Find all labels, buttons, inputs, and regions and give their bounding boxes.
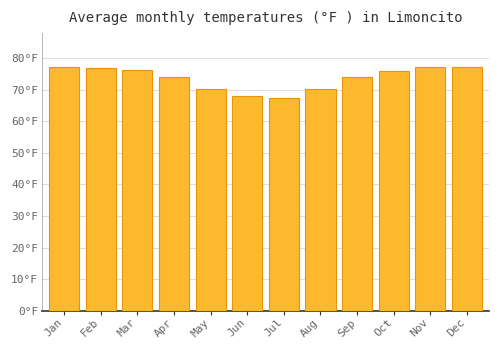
Bar (378, 71, 408, 310)
Title: Average monthly temperatures (°F ) in Limoncito: Average monthly temperatures (°F ) in Li… (69, 11, 462, 25)
Bar (122, 70, 152, 310)
Bar (342, 77, 372, 310)
Bar (452, 66, 482, 310)
Bar (232, 96, 262, 310)
Bar (269, 98, 299, 310)
Bar (196, 89, 226, 310)
Bar (159, 77, 189, 310)
Bar (86, 68, 116, 310)
Bar (306, 89, 336, 310)
Bar (416, 67, 446, 310)
Bar (49, 67, 80, 310)
